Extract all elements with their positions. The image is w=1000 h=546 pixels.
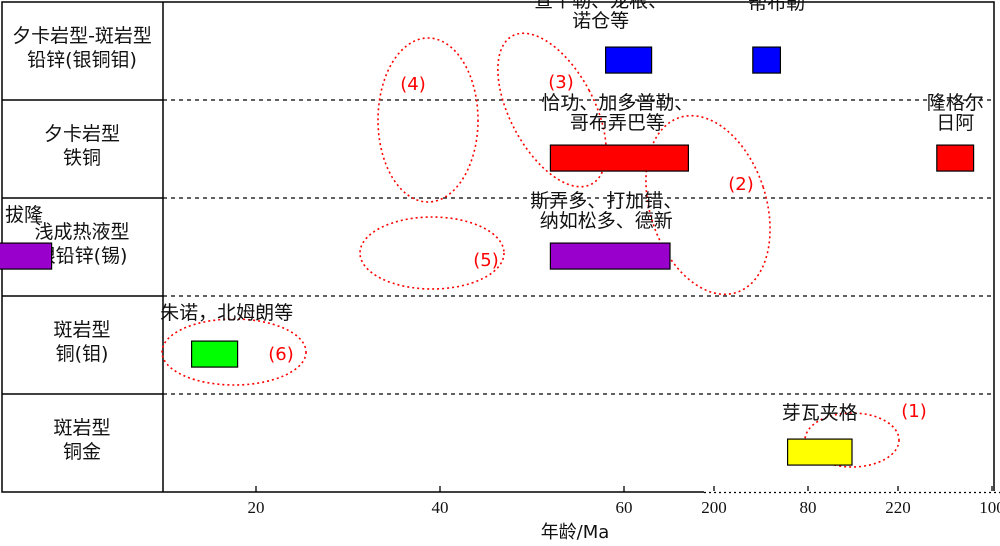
deposit-bar [786,438,853,466]
deposit-bar [549,144,690,172]
group-ellipses [161,32,900,468]
group-label: (5) [473,250,499,271]
group-label: (1) [901,401,927,422]
deposit-bar [752,46,781,74]
deposit-label: 芽瓦夹格 [782,402,858,424]
category-label: 斑岩型铜(钼) [53,319,110,365]
x-axis-title: 年龄/Ma [541,522,610,543]
x-tick-label: 80 [800,498,817,517]
group-ellipse [645,114,771,296]
group-label: (3) [548,72,574,93]
deposit-bar [191,340,239,368]
deposit-bar [604,46,653,74]
deposit-label: 斯弄多、打加错、纳如松多、德新 [530,190,682,232]
x-tick-label: 60 [616,498,633,517]
group-ellipse [161,318,307,386]
deposit-bar [549,242,671,270]
category-label: 斑岩型铜金 [53,417,110,463]
deposit-label: 恰功、加多普勒、哥布弄巴等 [541,92,693,134]
deposit-bar [0,242,53,270]
x-tick-label: 100 [979,498,1000,517]
deposit-label: 朱诺，北姆朗等 [160,302,293,324]
deposit-label: 查个勒、龙根、诺仓等 [534,0,667,32]
category-label: 夕卡岩型铁铜 [44,123,120,169]
deposit-label: 隆格尔日阿 [927,92,984,134]
x-axis: 20406080100120200220240年龄/Ma [248,486,1000,543]
category-label: 夕卡岩型-斑岩型铅锌(银铜钼) [12,25,152,71]
x-tick-label: 40 [432,498,449,517]
group-label: (6) [268,344,294,365]
group-ellipse [359,216,505,290]
group-ellipse [497,32,607,188]
x-tick-label: 20 [248,498,265,517]
deposit-labels: 查个勒、龙根、诺仓等帮布勒恰功、加多普勒、哥布弄巴等隆格尔日阿尼雄斯弄多、打加错… [5,0,984,424]
deposit-bar [936,144,975,172]
deposit-bars [0,46,975,466]
group-label: (4) [400,74,426,95]
x-tick-label: 220 [885,498,911,517]
group-ellipse [804,412,900,468]
category-label: 浅成热液型银铅锌(锡) [34,221,129,267]
chart-frame [1,1,995,493]
deposit-label: 拔隆 [5,204,43,226]
group-labels: (1) (2) (3) (4) (5) (6) [268,72,927,422]
deposit-label: 帮布勒 [748,0,805,14]
group-label: (2) [728,174,754,195]
group-ellipse [377,37,479,203]
x-tick-label: 200 [701,498,727,517]
